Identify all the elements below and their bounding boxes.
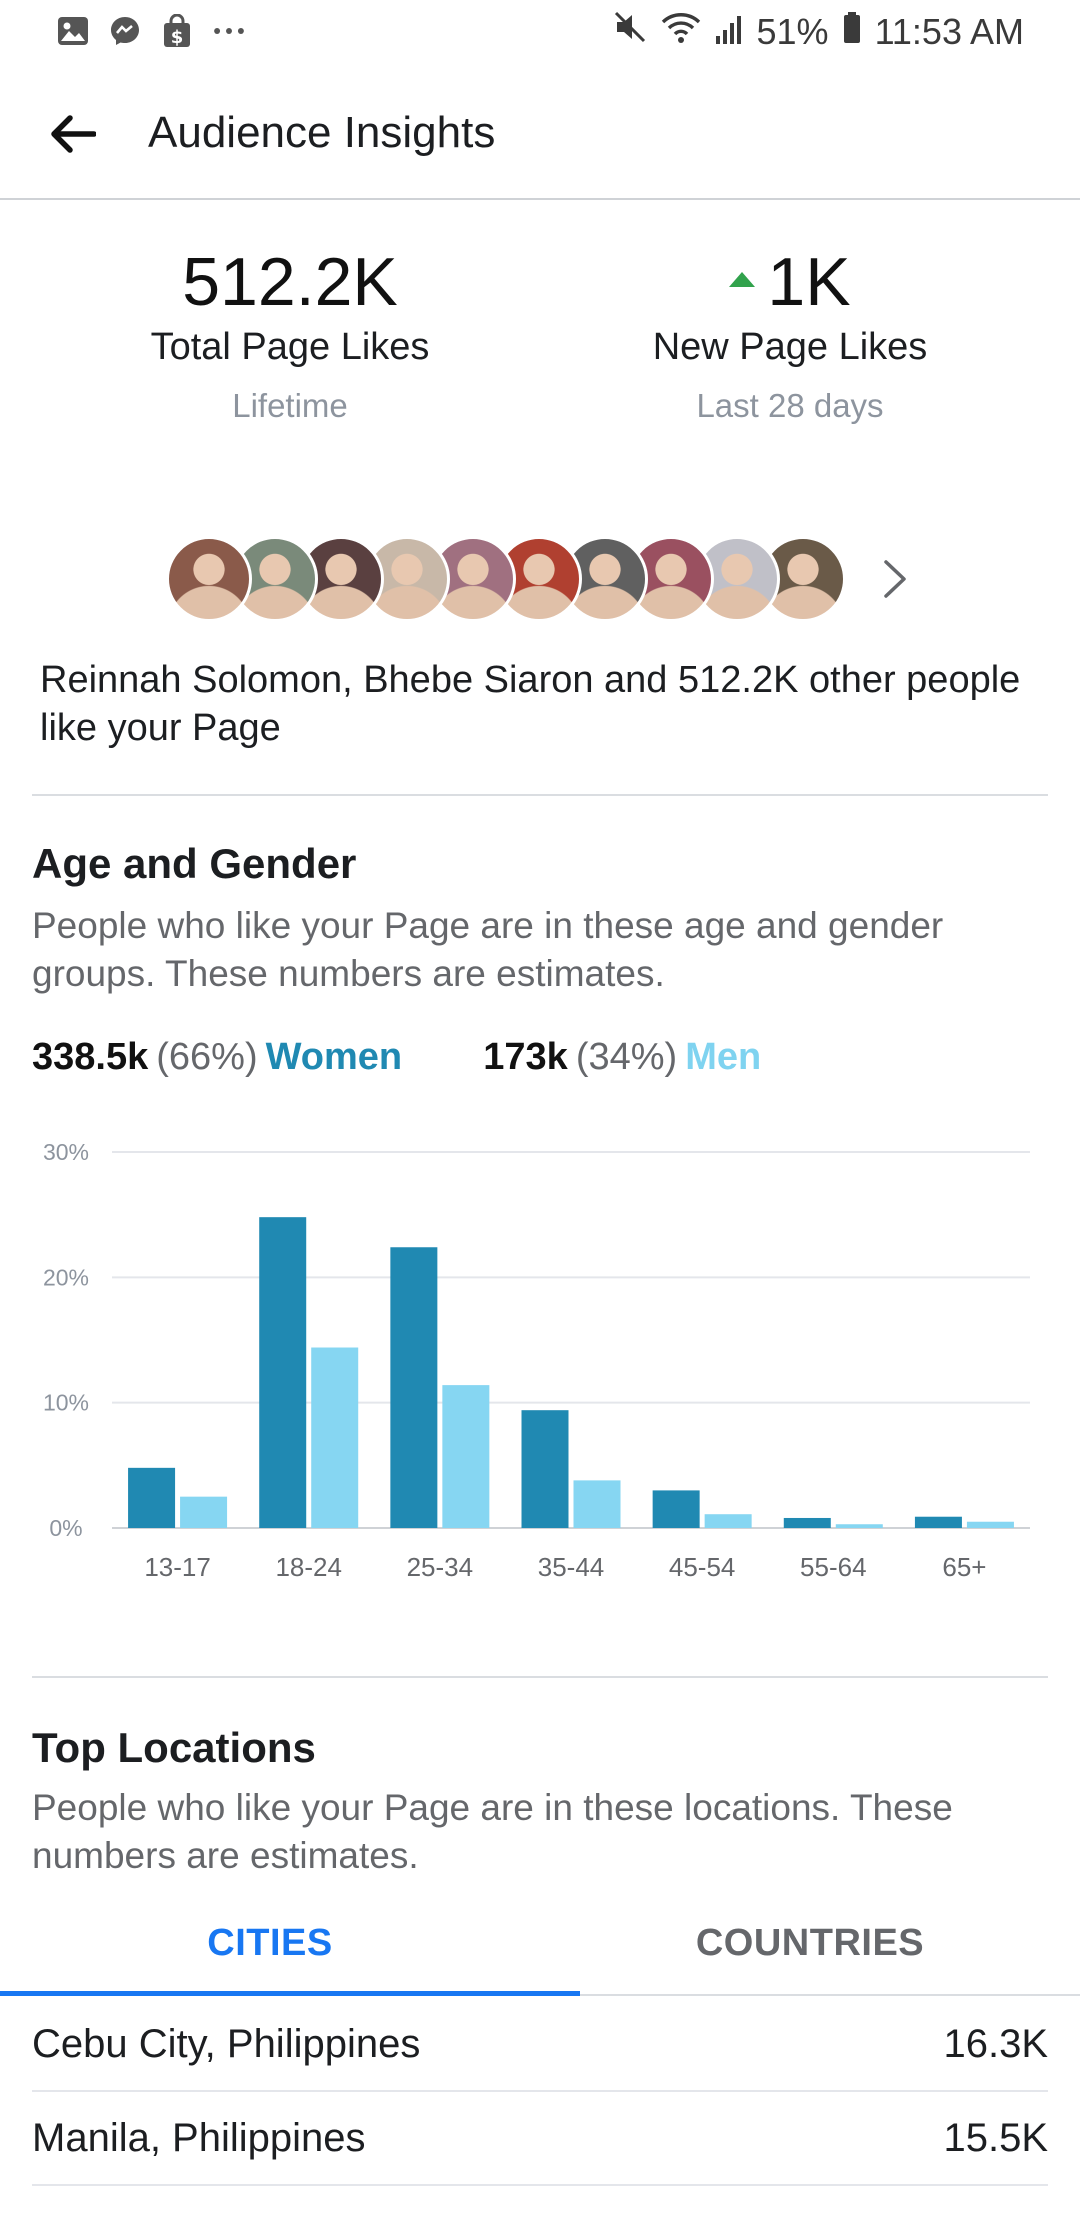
y-tick-label: 30% <box>43 1139 89 1165</box>
men-count: 173k <box>483 1036 568 1078</box>
bar-men-35-44 <box>573 1480 621 1528</box>
new-likes-value: 1K <box>767 244 851 320</box>
new-page-likes-stat: 1K New Page Likes Last 28 days <box>610 248 970 425</box>
divider <box>32 1676 1048 1678</box>
divider <box>32 794 1048 796</box>
age-gender-title: Age and Gender <box>32 840 357 887</box>
location-name: Cebu City, Philippines <box>32 2021 421 2066</box>
list-item[interactable]: Cebu City, Philippines 16.3K <box>32 1998 1048 2092</box>
bar-men-25-34 <box>442 1385 490 1528</box>
location-value: 15.5K <box>943 2115 1048 2160</box>
gallery-icon <box>56 14 90 48</box>
trend-up-icon <box>729 271 756 287</box>
signal-icon <box>715 11 743 53</box>
x-tick-label: 25-34 <box>407 1552 474 1582</box>
battery-percent: 51% <box>756 10 829 52</box>
new-likes-label: New Page Likes <box>652 326 928 368</box>
bar-women-45-54 <box>652 1490 700 1528</box>
likers-summary: Reinnah Solomon, Bhebe Siaron and 512.2K… <box>40 659 1021 749</box>
men-label: Men <box>685 1036 762 1078</box>
app-bar: Audience Insights <box>0 66 1080 200</box>
men-percent: (34%) <box>575 1036 678 1078</box>
total-likes-value: 512.2K <box>182 244 398 320</box>
bar-men-65+ <box>966 1521 1014 1528</box>
shop-icon: $ <box>160 14 194 48</box>
y-tick-label: 10% <box>43 1390 89 1416</box>
x-tick-label: 35-44 <box>538 1552 605 1582</box>
bar-women-65+ <box>914 1516 962 1528</box>
top-locations-title: Top Locations <box>32 1724 316 1771</box>
tab-cities[interactable]: CITIES <box>207 1921 333 1964</box>
location-tabs: CITIES COUNTRIES <box>0 1890 1080 1996</box>
back-arrow-icon <box>51 115 96 153</box>
x-tick-label: 18-24 <box>275 1552 342 1582</box>
gender-summary: 338.5k (66%) Women 173k (34%) Men <box>32 1036 761 1079</box>
age-gender-description: People who like your Page are in these a… <box>32 905 944 994</box>
total-likes-period: Lifetime <box>232 387 348 424</box>
mute-icon <box>613 10 647 53</box>
x-tick-label: 13-17 <box>144 1552 211 1582</box>
x-tick-label: 65+ <box>942 1552 986 1582</box>
y-tick-label: 0% <box>49 1515 82 1541</box>
avatar <box>166 536 252 622</box>
bar-women-18-24 <box>259 1217 307 1528</box>
total-page-likes-stat: 512.2K Total Page Likes Lifetime <box>110 248 470 425</box>
messenger-icon <box>108 14 142 48</box>
new-likes-period: Last 28 days <box>696 387 884 424</box>
women-percent: (66%) <box>156 1036 258 1078</box>
x-tick-label: 55-64 <box>800 1552 867 1582</box>
x-tick-label: 45-54 <box>669 1552 736 1582</box>
tab-countries[interactable]: COUNTRIES <box>695 1921 925 1964</box>
location-name: Manila, Philippines <box>32 2115 366 2160</box>
avatar <box>298 536 384 622</box>
svg-text:$: $ <box>171 27 184 48</box>
more-icon <box>212 14 246 48</box>
total-likes-label: Total Page Likes <box>150 326 430 368</box>
battery-icon <box>843 11 861 53</box>
chevron-right-icon[interactable] <box>880 556 910 602</box>
women-label: Women <box>265 1036 403 1078</box>
clock: 11:53 AM <box>874 10 1024 52</box>
bar-women-35-44 <box>521 1410 569 1528</box>
page-title: Audience Insights <box>148 108 496 157</box>
status-bar: $ 51% 11:53 AM <box>0 0 1080 66</box>
age-gender-chart: 0% 10% 20% 30% 13-17 18-24 25-34 35-44 45-54 55-6… <box>43 1139 1030 1582</box>
bar-women-25-34 <box>390 1247 438 1528</box>
back-button[interactable] <box>40 104 106 164</box>
bar-men-45-54 <box>704 1514 752 1528</box>
location-value: 16.3K <box>943 2021 1048 2066</box>
top-locations-description: People who like your Page are in these l… <box>32 1787 953 1876</box>
women-count: 338.5k <box>32 1036 149 1078</box>
bar-women-13-17 <box>128 1467 176 1528</box>
active-tab-indicator <box>0 1991 580 1996</box>
bar-men-18-24 <box>311 1347 359 1528</box>
bar-men-13-17 <box>180 1496 228 1528</box>
liker-avatars[interactable] <box>166 536 926 622</box>
bar-men-55-64 <box>835 1524 883 1528</box>
wifi-icon <box>661 10 701 53</box>
list-item[interactable]: Manila, Philippines 15.5K <box>32 2092 1048 2186</box>
bar-women-55-64 <box>783 1517 831 1528</box>
y-tick-label: 20% <box>43 1264 89 1290</box>
